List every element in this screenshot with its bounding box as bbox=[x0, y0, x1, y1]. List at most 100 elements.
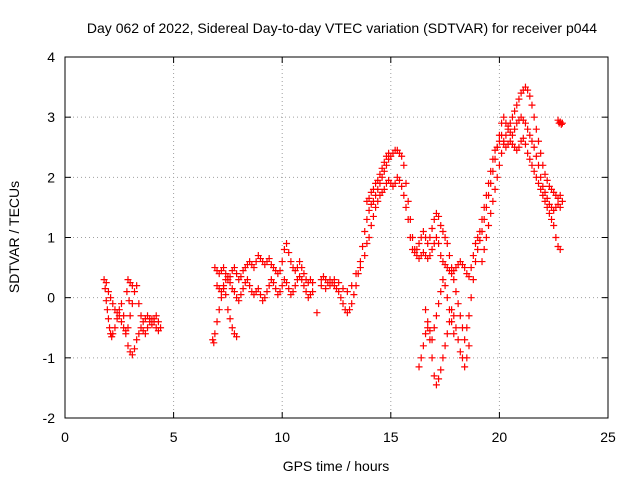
data-point bbox=[124, 342, 132, 350]
data-point bbox=[109, 300, 117, 308]
data-point bbox=[435, 300, 443, 308]
data-point bbox=[450, 330, 458, 338]
data-point bbox=[210, 339, 218, 347]
data-point bbox=[456, 312, 464, 320]
data-point bbox=[404, 215, 412, 223]
data-point bbox=[495, 161, 503, 169]
data-point bbox=[352, 270, 360, 278]
data-point bbox=[137, 312, 145, 320]
data-point bbox=[521, 140, 529, 148]
data-point bbox=[506, 119, 514, 127]
data-point bbox=[365, 234, 373, 241]
data-point bbox=[439, 354, 447, 362]
data-point bbox=[426, 234, 434, 241]
data-point bbox=[313, 309, 321, 317]
data-point bbox=[398, 182, 406, 190]
data-point bbox=[530, 113, 538, 121]
data-point bbox=[330, 276, 338, 284]
x-tick-label: 5 bbox=[170, 429, 178, 445]
data-point bbox=[448, 264, 456, 272]
data-point bbox=[300, 270, 308, 278]
data-point bbox=[532, 152, 540, 160]
data-point bbox=[356, 258, 364, 266]
data-point bbox=[372, 203, 380, 211]
data-point bbox=[157, 324, 165, 332]
data-point bbox=[521, 119, 529, 127]
data-point bbox=[215, 306, 223, 314]
data-point bbox=[428, 246, 436, 254]
data-point bbox=[300, 282, 308, 290]
data-point bbox=[441, 282, 449, 290]
data-point bbox=[437, 252, 445, 260]
data-point bbox=[437, 288, 445, 296]
data-point bbox=[385, 149, 393, 157]
data-point bbox=[472, 240, 480, 248]
x-tick-label: 15 bbox=[383, 429, 399, 445]
data-point bbox=[511, 125, 519, 133]
x-tick-label: 10 bbox=[274, 429, 290, 445]
data-point bbox=[361, 227, 369, 235]
data-point bbox=[337, 294, 345, 302]
data-point bbox=[432, 312, 440, 320]
data-point bbox=[283, 240, 291, 248]
data-point bbox=[482, 203, 490, 211]
data-point bbox=[350, 291, 358, 299]
y-tick-label: 3 bbox=[47, 109, 55, 125]
data-point bbox=[211, 330, 219, 338]
data-point bbox=[230, 264, 238, 272]
data-point bbox=[557, 120, 565, 128]
x-tick-label: 20 bbox=[492, 429, 508, 445]
data-point bbox=[376, 170, 384, 178]
data-point bbox=[428, 336, 436, 344]
plot-frame bbox=[64, 56, 609, 419]
data-point bbox=[498, 149, 506, 157]
data-point bbox=[463, 324, 471, 332]
data-point bbox=[439, 227, 447, 235]
data-point bbox=[543, 176, 551, 184]
data-point bbox=[532, 125, 540, 133]
data-point bbox=[322, 285, 330, 293]
data-point bbox=[101, 285, 109, 293]
data-point bbox=[104, 288, 112, 296]
data-point bbox=[461, 264, 469, 272]
data-point bbox=[515, 95, 523, 103]
data-point bbox=[263, 288, 271, 296]
data-point bbox=[430, 215, 438, 223]
data-point bbox=[287, 258, 295, 266]
data-point bbox=[426, 327, 434, 335]
data-point bbox=[528, 101, 536, 109]
data-point bbox=[437, 366, 445, 374]
data-point bbox=[435, 212, 443, 220]
data-point bbox=[367, 221, 375, 229]
data-point bbox=[500, 140, 508, 148]
data-point bbox=[209, 336, 217, 344]
data-point bbox=[154, 318, 162, 326]
data-point bbox=[508, 131, 516, 139]
data-point bbox=[450, 276, 458, 284]
data-point bbox=[467, 294, 475, 302]
data-point bbox=[558, 197, 566, 205]
data-point bbox=[445, 306, 453, 314]
data-point bbox=[317, 282, 325, 290]
data-point bbox=[126, 312, 134, 320]
data-point bbox=[276, 267, 284, 275]
data-point bbox=[548, 215, 556, 223]
data-point bbox=[220, 264, 228, 272]
data-point bbox=[278, 258, 286, 266]
data-point bbox=[534, 137, 542, 145]
data-point bbox=[482, 234, 490, 241]
data-point bbox=[228, 324, 236, 332]
y-tick-label: -1 bbox=[43, 350, 56, 366]
data-point bbox=[524, 125, 532, 133]
data-point bbox=[515, 143, 523, 151]
data-point bbox=[285, 285, 293, 293]
data-point bbox=[452, 324, 460, 332]
data-point bbox=[415, 240, 423, 248]
data-point bbox=[124, 324, 132, 332]
data-point bbox=[556, 203, 564, 211]
data-point bbox=[108, 333, 116, 341]
data-point bbox=[480, 215, 488, 223]
data-point bbox=[103, 306, 111, 314]
y-tick-label: 1 bbox=[47, 230, 55, 246]
data-point bbox=[152, 312, 160, 320]
